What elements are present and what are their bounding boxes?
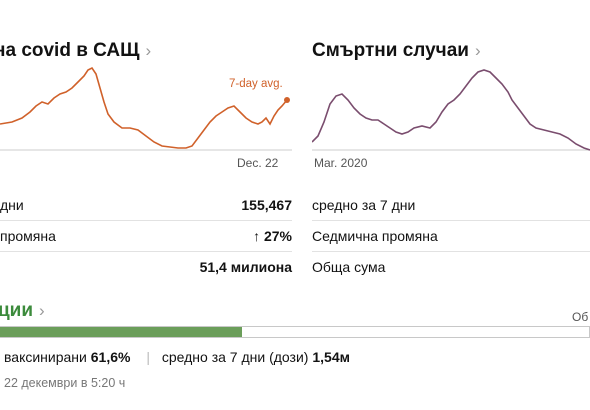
deaths-trend-line: [312, 69, 590, 151]
cases-row-label: дни: [0, 197, 24, 213]
deaths-row-avg: средно за 7 дни: [312, 190, 590, 221]
doses-value: 1,54м: [312, 349, 350, 365]
cases-title-text[interactable]: на covid в САЩ: [0, 40, 140, 61]
chevron-right-icon[interactable]: ›: [474, 41, 481, 60]
vaccination-stats: ваксинирани 61,6% | средно за 7 дни (доз…: [4, 349, 350, 365]
separator: |: [146, 349, 150, 365]
deaths-row-change: Седмична промяна: [312, 221, 590, 252]
deaths-date-label: Mar. 2020: [314, 156, 368, 170]
cases-row-label: промяна: [0, 228, 56, 244]
deaths-title-text[interactable]: Смъртни случаи: [312, 40, 469, 61]
cases-annotation: 7-day avg.: [229, 78, 283, 90]
vaccinated-label: ваксинирани: [4, 349, 87, 365]
cases-row-value: ↑ 27%: [253, 228, 292, 244]
vaccinations-title-text[interactable]: ции: [0, 300, 34, 321]
deaths-row-label: Седмична промяна: [312, 228, 438, 244]
deaths-title[interactable]: Смъртни случаи ›: [312, 40, 481, 62]
cases-title[interactable]: на covid в САЩ ›: [0, 40, 151, 62]
cases-latest-point: [284, 97, 290, 103]
deaths-chart: [312, 69, 590, 151]
chevron-right-icon[interactable]: ›: [145, 41, 152, 60]
cases-chart: [0, 66, 292, 151]
doses-label: средно за 7 дни (дози): [161, 349, 309, 365]
chevron-right-icon[interactable]: ›: [39, 301, 45, 320]
vaccinated-value: 61,6%: [90, 349, 131, 365]
deaths-row-label: Обща сума: [312, 259, 386, 275]
cases-date-label: Dec. 22: [237, 156, 279, 170]
deaths-row-label: средно за 7 дни: [312, 197, 416, 213]
cases-row-value: 51,4 милиона: [199, 259, 292, 275]
deaths-row-total: Обща сума: [312, 252, 590, 282]
vaccination-progress-track: [0, 326, 590, 338]
cases-trend-line: [0, 66, 288, 149]
vaccination-right-label: Об: [572, 310, 589, 324]
vaccination-progress-fill: [0, 327, 242, 337]
vaccinations-title[interactable]: ции ›: [0, 300, 45, 322]
cases-row-value: 155,467: [241, 197, 292, 213]
updated-timestamp: 22 декември в 5:20 ч: [4, 376, 126, 390]
cases-row-change: промяна ↑ 27%: [0, 221, 292, 252]
cases-row-avg: дни 155,467: [0, 190, 292, 221]
cases-row-total: 51,4 милиона: [0, 252, 292, 282]
